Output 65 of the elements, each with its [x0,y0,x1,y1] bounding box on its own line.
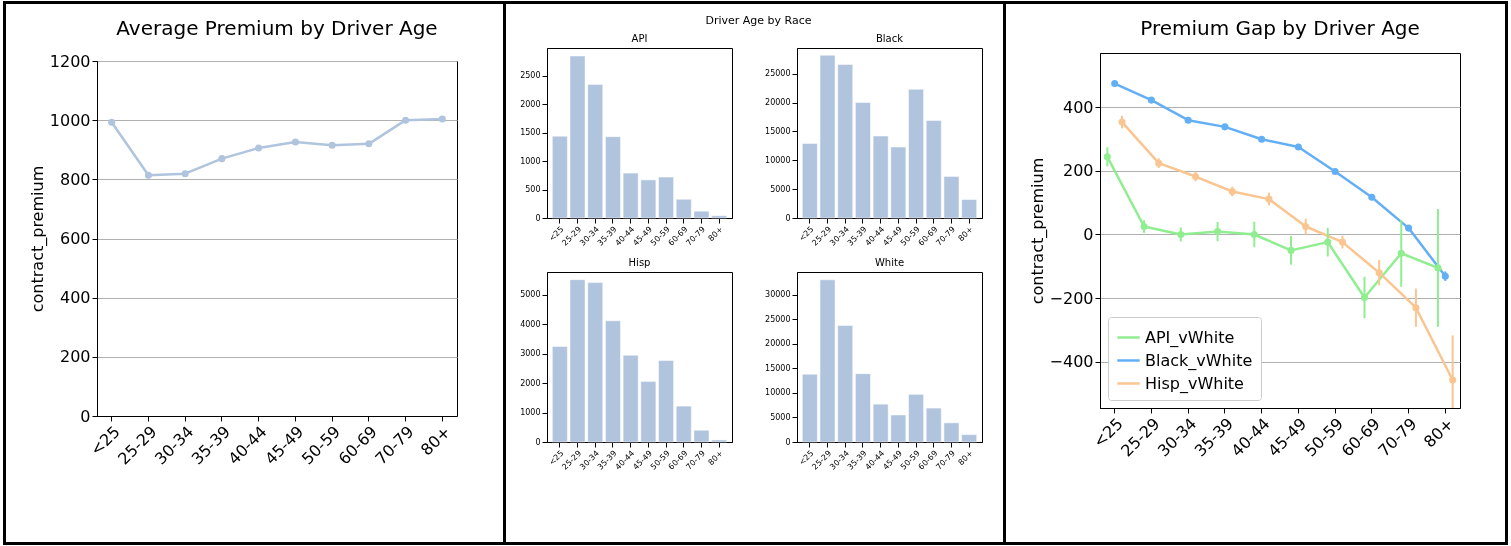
chart-title: Premium Gap by Driver Age [1140,16,1420,40]
y-tick-label: 0 [785,437,791,447]
y-tick-label: 0 [80,406,91,426]
y-tick-label: 25000 [765,69,791,79]
chart-title: White [874,257,905,268]
y-tick-label: 3000 [520,349,541,359]
y-tick-label: −200 [1049,288,1094,308]
y-tick-label: 2500 [520,71,541,81]
x-tick-label: 80+ [706,224,725,244]
y-tick-label: 0 [535,437,541,447]
y-tick-label: 200 [59,347,91,367]
y-tick-label: 400 [1062,97,1094,117]
legend-label: Hisp_vWhite [1145,373,1244,394]
chart-title: Black [875,33,904,44]
y-tick-label: 10000 [765,155,791,165]
point [402,116,410,124]
x-tick-label: 80+ [417,422,455,460]
point [108,118,116,126]
y-axis-title: contract_premium [27,165,48,313]
y-tick-label: 600 [59,229,91,248]
x-tick-label: 80+ [956,224,975,244]
y-tick-label: 1000 [520,156,541,166]
x-tick-label: 80+ [1420,414,1458,452]
point [181,170,189,178]
legend-label: API_vWhite [1145,327,1235,348]
y-tick-label: 5000 [520,290,541,300]
point [365,140,373,148]
y-axis-title: contract_premium [1027,157,1048,305]
chart-title: API [631,33,648,44]
y-tick-label: 10000 [765,388,791,398]
point [144,171,152,179]
y-tick-label: 30000 [765,290,791,300]
y-tick-label: 0 [535,213,541,223]
y-tick-label: 15000 [765,126,791,136]
y-tick-label: 15000 [765,363,791,373]
y-tick-label: 1500 [520,128,541,138]
y-tick-label: 20000 [765,98,791,108]
y-tick-label: 1200 [49,51,91,71]
y-tick-label: 0 [785,213,791,223]
y-tick-label: 20000 [765,339,791,349]
y-tick-label: 2000 [520,378,541,388]
point [438,115,446,123]
y-tick-label: 5000 [770,184,791,194]
chart-title: Hisp [628,257,651,268]
y-tick-label: 25000 [765,314,791,324]
chart-title: Average Premium by Driver Age [116,16,438,40]
y-tick-label: 400 [59,288,91,308]
legend-label: Black_vWhite [1145,350,1253,371]
y-tick-label: −400 [1049,352,1094,372]
y-tick-label: 5000 [770,412,791,422]
y-tick-label: 800 [59,169,91,189]
point [255,144,263,152]
y-tick-label: 2000 [520,99,541,109]
y-tick-label: 500 [525,185,541,195]
x-tick-label: 80+ [706,448,725,468]
point [218,155,226,163]
y-tick-label: 1000 [520,408,541,418]
y-tick-label: 0 [1083,224,1094,244]
point [328,141,336,149]
text: Driver Age by Race [704,14,813,27]
y-tick-label: 200 [1062,161,1094,181]
point [291,138,299,146]
y-tick-label: 4000 [520,319,541,329]
y-tick-label: 1000 [49,110,91,130]
x-tick-label: 80+ [956,448,975,468]
